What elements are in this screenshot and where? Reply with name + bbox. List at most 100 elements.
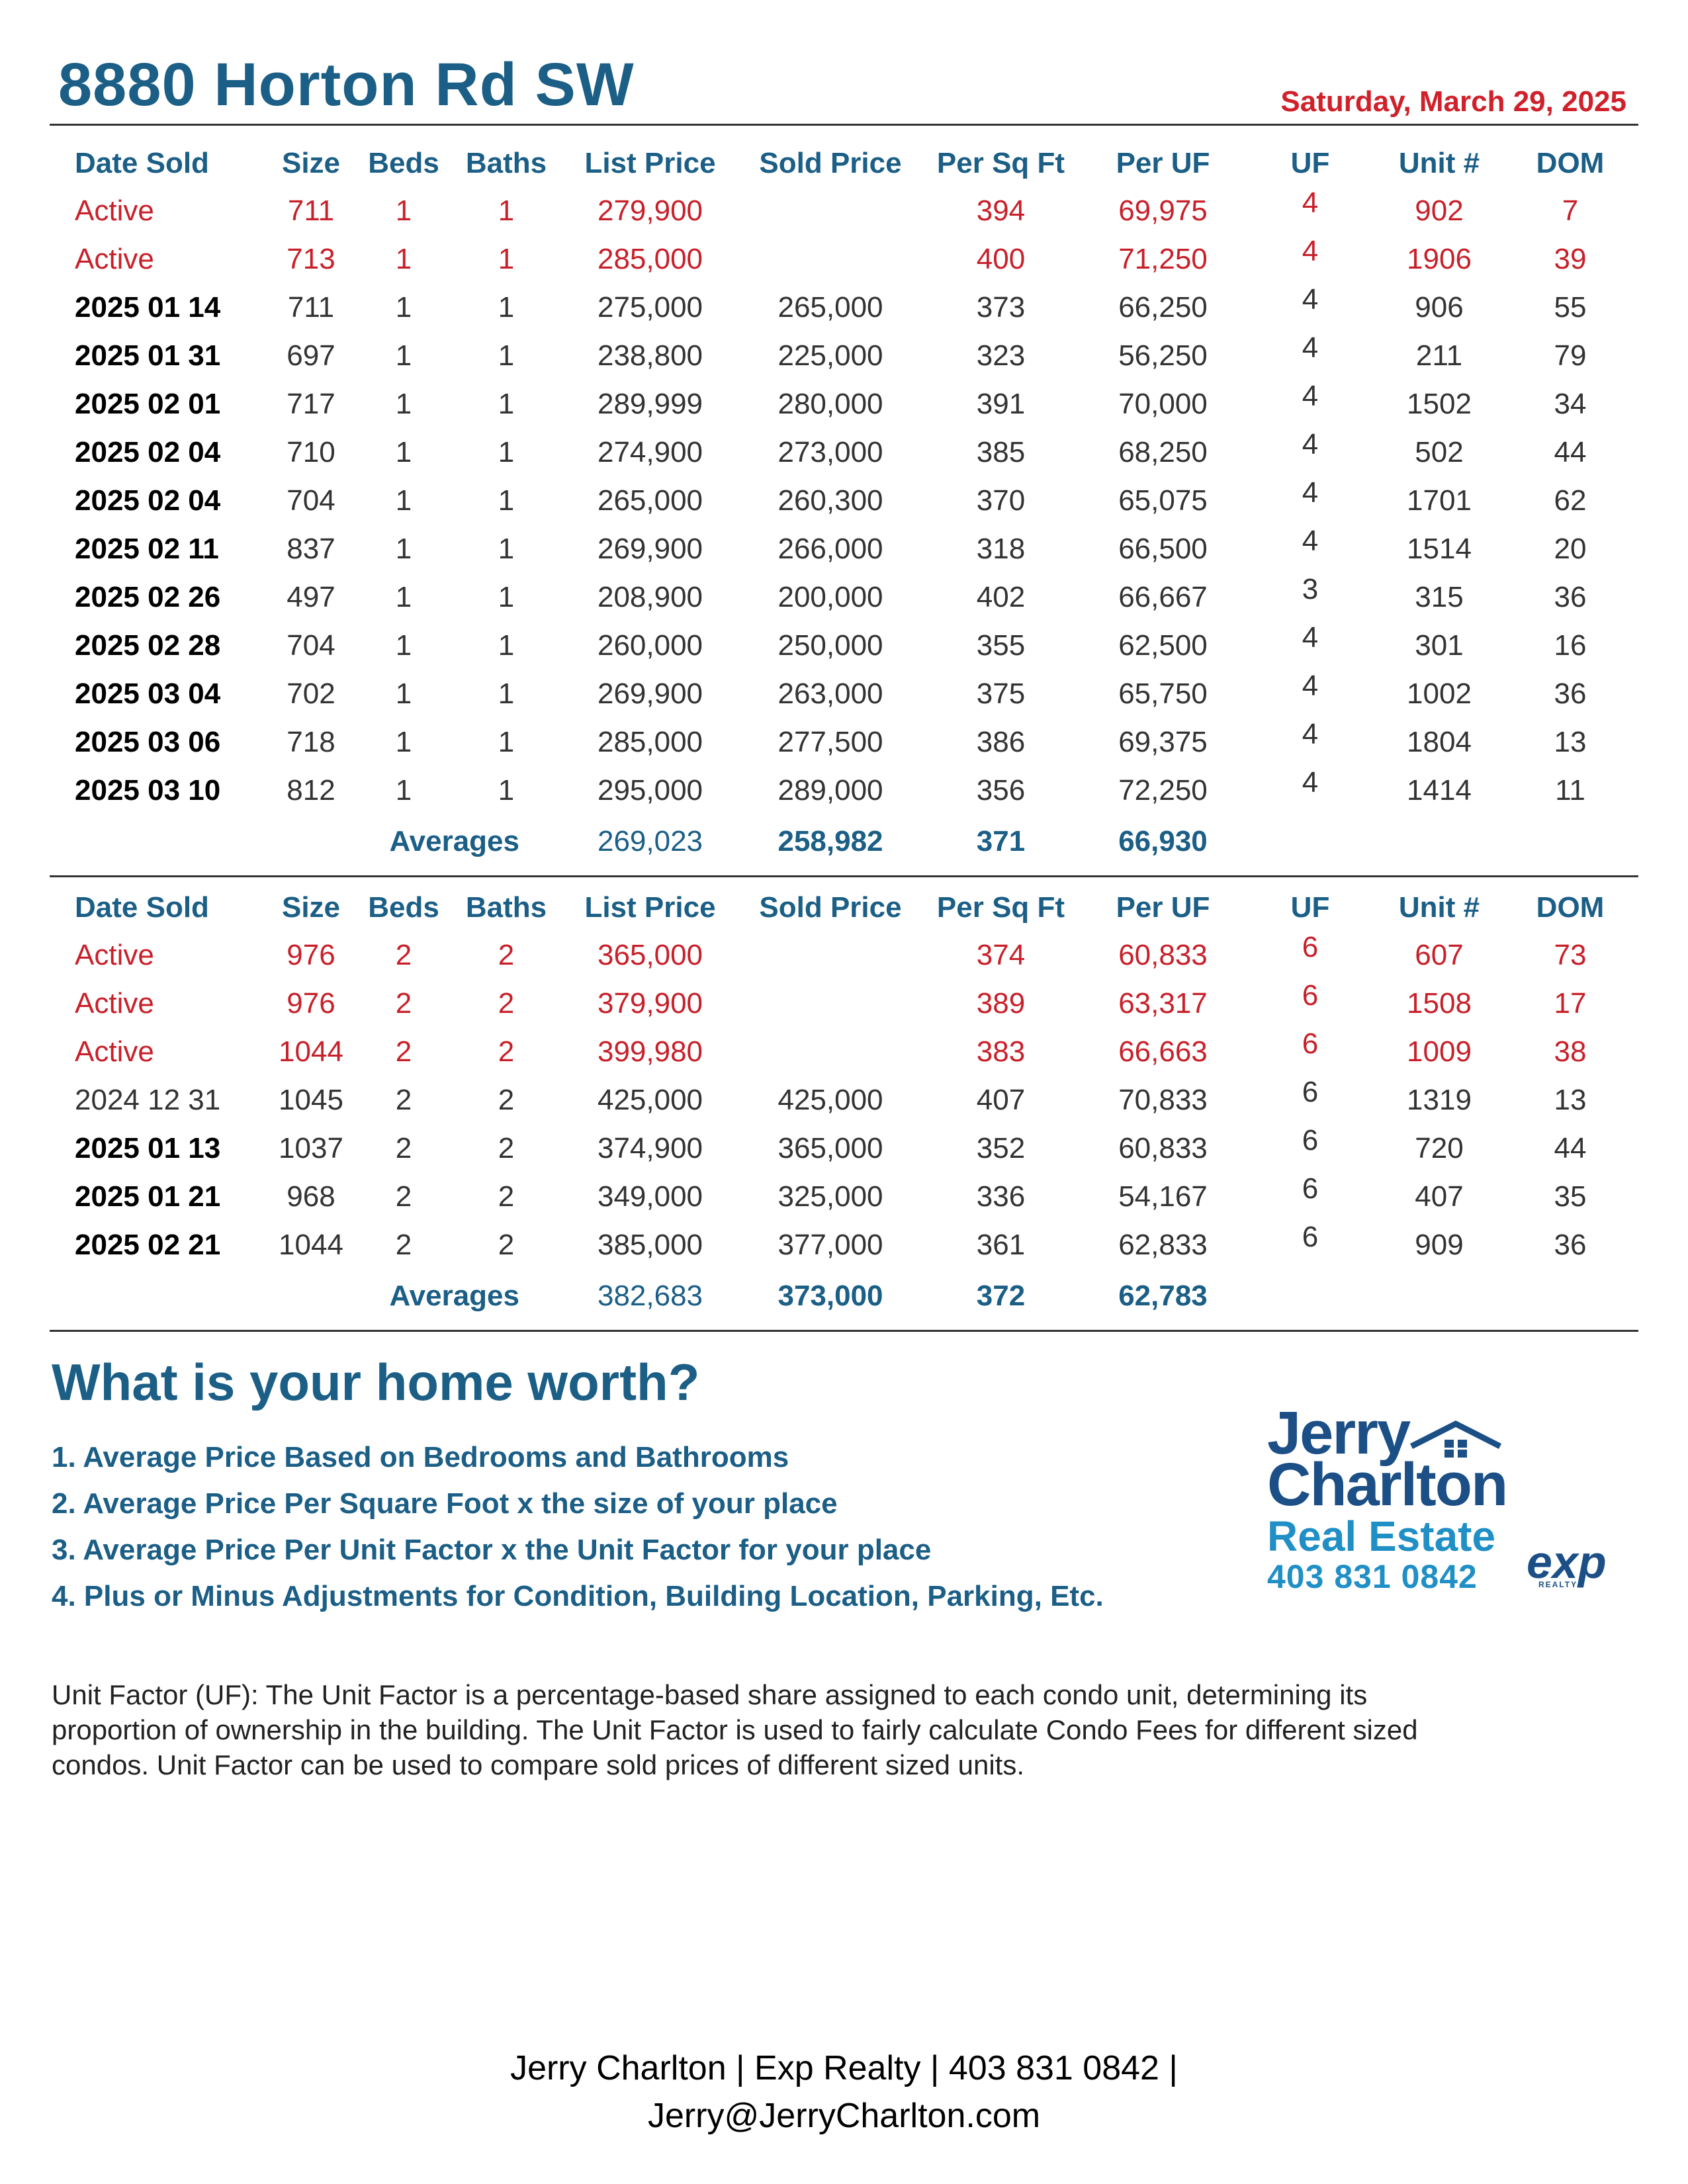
cell-beds: 1 bbox=[395, 339, 412, 372]
cell-dom: 7 bbox=[1562, 194, 1579, 227]
average-list: 269,023 bbox=[597, 825, 703, 857]
table-row: 2025 02 04 704 1 1 265,000 260,300 370 65,075 4 1… bbox=[50, 476, 1638, 525]
table-row: 2025 02 21 1044 2 2 385,000 377,000 361 62,833 6… bbox=[50, 1221, 1638, 1269]
cell-date: 2025 02 04 bbox=[75, 435, 221, 468]
column-header-size: Size bbox=[281, 147, 341, 179]
cell-per-uf: 65,075 bbox=[1118, 484, 1208, 517]
column-header-uf: UF bbox=[1290, 891, 1330, 924]
cell-beds: 2 bbox=[395, 986, 412, 1020]
cell-dom: 35 bbox=[1554, 1180, 1587, 1213]
cell-unit: 1514 bbox=[1407, 532, 1472, 565]
column-header-list-price: List Price bbox=[584, 147, 716, 179]
cell-per-uf: 66,663 bbox=[1118, 1035, 1208, 1068]
cell-dom: 13 bbox=[1554, 1083, 1587, 1116]
cell-list-price: 260,000 bbox=[597, 629, 703, 662]
cell-per-uf: 69,975 bbox=[1118, 194, 1208, 227]
cell-dom: 62 bbox=[1554, 484, 1587, 517]
cell-sold-price: 280,000 bbox=[777, 387, 883, 420]
cell-beds: 2 bbox=[395, 1083, 412, 1116]
cell-uf: 6 bbox=[1302, 1124, 1319, 1157]
cell-sold-price bbox=[741, 931, 920, 979]
cell-sold-price bbox=[741, 979, 920, 1027]
logo-phone: 403 831 0842 bbox=[1267, 1558, 1478, 1595]
average-spacer bbox=[1244, 814, 1638, 869]
cell-list-price: 265,000 bbox=[597, 484, 703, 517]
cell-unit: 909 bbox=[1415, 1228, 1464, 1261]
cell-dom: 36 bbox=[1554, 677, 1587, 710]
cell-date: Active bbox=[75, 242, 154, 275]
average-list: 382,683 bbox=[597, 1280, 703, 1312]
cell-size: 497 bbox=[287, 580, 335, 613]
cell-per-sq-ft: 407 bbox=[976, 1083, 1026, 1116]
average-sold: 373,000 bbox=[777, 1280, 883, 1312]
column-header-sold-price: Sold Price bbox=[759, 147, 902, 179]
cell-sold-price: 273,000 bbox=[777, 435, 883, 468]
cell-sold-price bbox=[741, 235, 920, 283]
logo-line-2: Charlton bbox=[1267, 1451, 1508, 1518]
cell-baths: 2 bbox=[498, 1228, 515, 1261]
exp-logo: exp bbox=[1527, 1536, 1607, 1588]
cell-uf: 4 bbox=[1302, 621, 1319, 654]
cell-beds: 1 bbox=[395, 484, 412, 517]
cell-baths: 2 bbox=[498, 938, 515, 971]
cell-list-price: 279,900 bbox=[597, 194, 703, 227]
cell-list-price: 399,980 bbox=[597, 1035, 703, 1068]
cell-uf: 4 bbox=[1302, 283, 1319, 316]
cell-uf: 6 bbox=[1302, 1172, 1319, 1205]
cell-per-uf: 60,833 bbox=[1118, 938, 1208, 971]
cell-size: 976 bbox=[287, 938, 335, 971]
cell-list-price: 275,000 bbox=[597, 290, 703, 324]
cell-size: 837 bbox=[287, 532, 335, 565]
cell-date: 2024 12 31 bbox=[75, 1083, 221, 1116]
table-row: 2025 02 04 710 1 1 274,900 273,000 385 68,250 4 5… bbox=[50, 428, 1638, 476]
table-row: 2025 03 10 812 1 1 295,000 289,000 356 72,250 4 1… bbox=[50, 766, 1638, 814]
cell-beds: 1 bbox=[395, 387, 412, 420]
cell-size: 1044 bbox=[279, 1228, 343, 1261]
cell-per-uf: 69,375 bbox=[1118, 725, 1208, 758]
cell-beds: 1 bbox=[395, 629, 412, 662]
average-psf: 371 bbox=[976, 825, 1026, 857]
cell-dom: 34 bbox=[1554, 387, 1587, 420]
cell-per-uf: 68,250 bbox=[1118, 435, 1208, 468]
cell-sold-price: 250,000 bbox=[777, 629, 883, 662]
cell-sold-price: 200,000 bbox=[777, 580, 883, 613]
cell-unit: 301 bbox=[1415, 629, 1464, 662]
footer-email: Jerry@JerryCharlton.com bbox=[647, 2097, 1041, 2135]
cell-per-sq-ft: 355 bbox=[976, 629, 1026, 662]
cell-unit: 1701 bbox=[1407, 484, 1472, 517]
cell-date: 2025 03 06 bbox=[75, 725, 221, 758]
average-puf: 66,930 bbox=[1118, 825, 1208, 857]
cell-baths: 1 bbox=[498, 194, 515, 227]
cell-sold-price: 377,000 bbox=[777, 1228, 883, 1261]
cell-beds: 1 bbox=[395, 677, 412, 710]
column-header-list-price: List Price bbox=[584, 891, 716, 924]
cell-date: Active bbox=[75, 986, 154, 1020]
report-date: Saturday, March 29, 2025 bbox=[1280, 85, 1626, 118]
cell-per-uf: 66,250 bbox=[1118, 290, 1208, 324]
cell-unit: 1002 bbox=[1407, 677, 1472, 710]
cell-dom: 13 bbox=[1554, 725, 1587, 758]
cell-size: 812 bbox=[287, 773, 335, 807]
cell-unit: 1414 bbox=[1407, 773, 1472, 807]
table-row: 2025 01 13 1037 2 2 374,900 365,000 352 60,833 6… bbox=[50, 1124, 1638, 1172]
cell-per-sq-ft: 370 bbox=[976, 484, 1026, 517]
cell-per-sq-ft: 402 bbox=[976, 580, 1026, 613]
cell-date: Active bbox=[75, 194, 154, 227]
cell-date: 2025 02 21 bbox=[75, 1228, 221, 1261]
averages-row: Averages 269,023 258,982 371 66,930 bbox=[50, 814, 1638, 869]
cell-per-uf: 63,317 bbox=[1118, 986, 1208, 1020]
cell-uf: 4 bbox=[1302, 525, 1319, 557]
table-row: 2025 02 28 704 1 1 260,000 250,000 355 62,500 4 3… bbox=[50, 621, 1638, 670]
column-header-size: Size bbox=[281, 891, 341, 924]
cell-list-price: 365,000 bbox=[597, 938, 703, 971]
cell-beds: 2 bbox=[395, 1131, 412, 1164]
cell-unit: 315 bbox=[1415, 580, 1464, 613]
table-row: Active 976 2 2 379,900 389 63,317 6 1508 17 bbox=[50, 979, 1638, 1027]
cell-date: Active bbox=[75, 1035, 154, 1068]
cell-date: 2025 01 21 bbox=[75, 1180, 221, 1213]
average-sold: 258,982 bbox=[777, 825, 883, 857]
cell-sold-price: 289,000 bbox=[777, 773, 883, 807]
cell-sold-price: 260,300 bbox=[777, 484, 883, 517]
cell-unit: 1009 bbox=[1407, 1035, 1472, 1068]
table-row: 2025 02 01 717 1 1 289,999 280,000 391 70,000 4 1… bbox=[50, 380, 1638, 428]
